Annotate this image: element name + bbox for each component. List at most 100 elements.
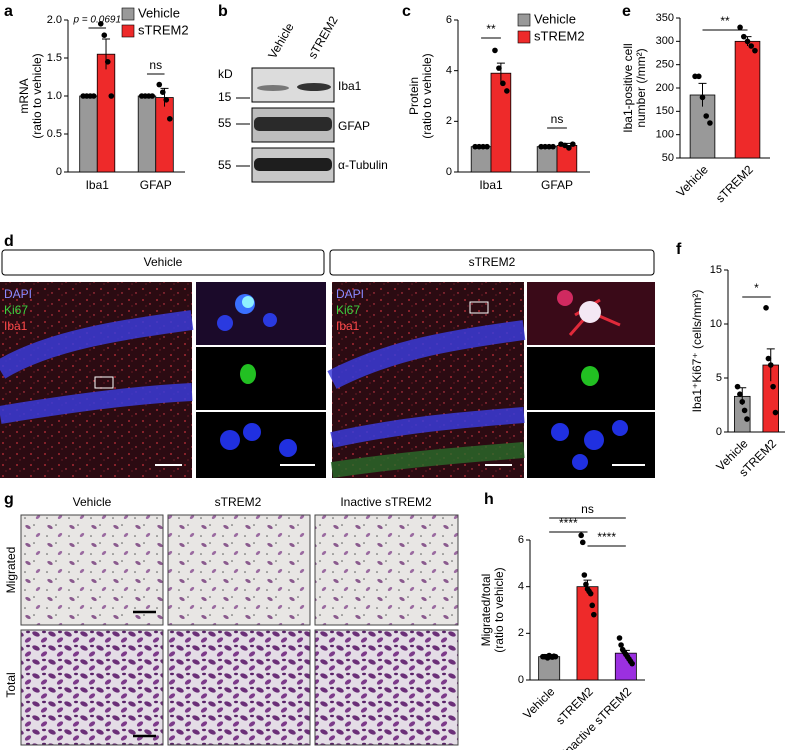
data-point [752,47,758,54]
group-title: sTREM2 [469,255,516,269]
ki67-band [330,442,525,478]
y-tick-label: 2 [446,115,452,127]
legend-label: sTREM2 [138,22,189,37]
y-tick-label: 6 [518,534,524,546]
data-point [578,532,584,539]
y-tick-label: 15 [710,264,722,276]
data-point [629,660,635,667]
data-point [484,143,490,150]
data-point [587,590,594,597]
y-tick-label: 50 [662,152,674,164]
x-tick-label: GFAP [140,178,172,192]
data-point [496,65,502,71]
annotation: **** [559,516,578,530]
data-point [763,305,769,311]
data-point [101,32,108,38]
y-tick-label: 5 [716,372,722,384]
x-tick-label: Iba1 [479,178,503,192]
data-point [552,653,559,660]
data-point [737,391,743,398]
data-point [589,602,596,609]
y-tick-label: 4 [518,581,524,593]
group-header [1,249,325,276]
data-point [570,141,576,147]
y-tick-label: 200 [656,82,674,94]
blot-band [254,117,332,131]
group-header [329,249,655,276]
data-point [581,572,588,578]
data-point [546,143,552,150]
data-point [538,143,544,150]
row-title: Total [4,672,18,697]
data-point [737,24,743,31]
data-point [159,89,166,95]
x-tick-label: GFAP [541,178,573,192]
panel-letter: g [4,491,14,508]
annotation: **** [597,530,616,544]
data-point [166,116,173,122]
annotation: ns [149,58,162,72]
data-point [149,93,156,99]
data-point [695,73,702,80]
dapi-band [330,407,525,448]
y-tick-label: 250 [656,59,674,71]
legend-swatch [517,13,531,27]
y-axis-label: Iba1⁺Ki67⁺ (cells/mm²) [690,290,704,413]
stain-label: Ki67 [336,303,360,317]
legend-swatch [517,30,531,44]
marker-label: 15 [218,90,232,104]
bar [490,72,512,173]
y-tick-label: 0 [56,166,62,178]
column-title: Inactive sTREM2 [340,495,432,509]
cell [243,423,261,441]
data-point [765,355,772,362]
blot-band [257,85,289,91]
bar [79,95,98,173]
marker-label: 55 [218,158,232,172]
micrograph [0,282,192,478]
data-point [579,539,586,546]
y-tick-label: 150 [656,105,674,117]
column-title: sTREM2 [215,495,262,509]
y-tick-label: 2.0 [47,14,62,26]
micrograph-inset [196,347,326,410]
y-tick-label: 0 [518,674,524,686]
y-axis-label: (ratio to vehicle) [420,53,434,138]
band-label: α-Tubulin [338,158,388,172]
data-point [566,145,572,151]
data-point [772,409,779,416]
legend-swatch [121,7,135,21]
error-bar [102,38,111,70]
band-label: Iba1 [338,79,362,93]
cell [279,439,297,457]
blot-band [254,158,332,171]
x-tick-label: Vehicle [520,684,557,721]
y-axis-label: Protein [407,77,421,115]
bar [536,146,558,173]
inset-box [94,376,114,389]
data-point [492,47,498,54]
cell [584,430,604,450]
cell [581,366,599,386]
panel-letter: e [622,3,631,20]
cell [242,296,254,308]
migration-image [167,514,311,626]
y-tick-label: 6 [446,14,452,26]
data-point [108,93,115,99]
data-point [734,383,741,390]
panel-letter: h [484,491,494,508]
data-point [703,113,710,119]
data-point [591,611,597,618]
data-point [480,143,486,150]
data-point [97,21,104,27]
x-tick-label: Iba1 [86,178,110,192]
stain-label: Iba1 [4,319,28,333]
bar [538,656,561,681]
data-point [163,97,170,103]
inset-box [469,301,489,314]
migration-images: Vehicle sTREM2 Inactive sTREM2 Migrated … [4,495,459,746]
cell [263,313,277,327]
lane-label: Vehicle [265,20,297,61]
data-point [707,120,713,126]
